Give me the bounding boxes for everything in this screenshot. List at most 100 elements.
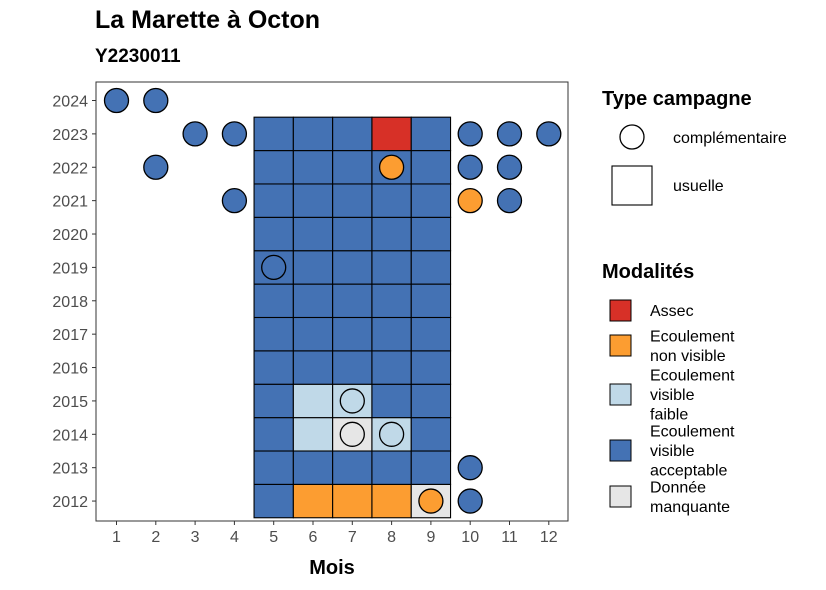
x-tick-label: 8 <box>387 529 396 546</box>
x-tick-label: 2 <box>151 529 160 546</box>
heatmap-cell <box>292 216 334 252</box>
legend-mod-label: non visible <box>650 348 726 365</box>
campaign-point <box>457 488 483 514</box>
legend-type-label: complémentaire <box>673 130 787 147</box>
y-tick-label: 2019 <box>52 260 88 277</box>
y-tick-label: 2012 <box>52 494 88 511</box>
heatmap-cell <box>410 350 452 385</box>
heatmap-cell <box>410 250 452 285</box>
x-tick-label: 9 <box>426 529 435 546</box>
heatmap-cell <box>332 350 373 385</box>
legend-mod-swatch <box>609 485 632 508</box>
heatmap-cell <box>371 216 412 252</box>
heatmap-cell <box>371 450 412 485</box>
x-tick-label: 7 <box>348 529 357 546</box>
campaign-point <box>457 121 483 147</box>
legend-mod-label: visible <box>650 387 695 404</box>
heatmap-cell <box>253 383 294 419</box>
heatmap-cell <box>253 350 294 385</box>
campaign-point <box>496 154 523 180</box>
y-tick-label: 2020 <box>52 227 88 244</box>
heatmap-cell <box>292 483 334 519</box>
heatmap-cell <box>253 116 294 152</box>
campaign-point <box>221 187 248 214</box>
heatmap-cell <box>371 183 412 218</box>
y-tick-label: 2017 <box>52 327 88 344</box>
x-tick-label: 3 <box>191 529 200 546</box>
campaign-point <box>103 87 130 114</box>
x-tick-label: 12 <box>540 529 558 546</box>
heatmap-cell <box>410 450 452 485</box>
y-tick-label: 2013 <box>52 461 88 478</box>
campaign-point <box>536 121 562 147</box>
legend-mod-label: acceptable <box>650 463 727 480</box>
heatmap-cell <box>253 450 294 485</box>
heatmap-cell <box>332 183 373 218</box>
legend-mod-label: visible <box>650 443 695 460</box>
heatmap-cell <box>371 316 412 352</box>
x-tick-label: 6 <box>309 529 318 546</box>
campaign-point <box>182 121 208 147</box>
campaign-point <box>339 421 365 447</box>
heatmap-cell <box>410 316 452 352</box>
x-tick-label: 4 <box>230 529 239 546</box>
heatmap-cell <box>371 283 412 319</box>
heatmap-cell <box>371 116 412 152</box>
heatmap-cell <box>410 116 452 152</box>
legend-mod-label: Ecoulement <box>650 424 735 441</box>
y-tick-label: 2023 <box>52 127 88 144</box>
legend-mod-label: Ecoulement <box>650 368 735 385</box>
heatmap-cell <box>332 250 373 285</box>
heatmap-cell <box>292 183 334 218</box>
heatmap-cell <box>292 116 334 152</box>
heatmap-cell <box>410 150 452 185</box>
campaign-point <box>418 488 444 514</box>
x-tick-label: 1 <box>112 529 121 546</box>
heatmap-cell <box>253 316 294 352</box>
legend-type-title: Type campagne <box>602 88 752 110</box>
y-tick-label: 2016 <box>52 361 88 378</box>
heatmap-cell <box>410 417 452 452</box>
legend-square-symbol <box>611 165 653 206</box>
chart-subtitle: Y2230011 <box>95 46 181 67</box>
campaign-point <box>496 187 523 214</box>
legend-mod-label: Assec <box>650 303 694 320</box>
heatmap-cell <box>292 250 334 285</box>
heatmap-cell <box>332 450 373 485</box>
x-tick-label: 5 <box>269 529 278 546</box>
legend-mod-swatch <box>609 299 632 322</box>
legend-mod-title: Modalités <box>602 261 694 283</box>
heatmap-cell <box>332 116 373 152</box>
heatmap-cell <box>292 450 334 485</box>
campaign-point <box>221 121 248 147</box>
heatmap-cell <box>332 316 373 352</box>
legend-mod-label: manquante <box>650 499 730 516</box>
x-tick-label: 10 <box>461 529 479 546</box>
legend-mod-swatch <box>609 439 632 462</box>
heatmap-cell <box>371 383 412 419</box>
heatmap-cell <box>371 250 412 285</box>
chart-title: La Marette à Octon <box>95 6 321 34</box>
heatmap-cell <box>292 417 334 452</box>
heatmap-cell <box>410 383 452 419</box>
heatmap-cell <box>410 183 452 218</box>
heatmap-cell <box>410 216 452 252</box>
legend-circle-symbol <box>619 124 645 150</box>
legend-mod-label: Donnée <box>650 479 706 496</box>
campaign-point <box>339 388 365 414</box>
heatmap-cell <box>253 150 294 185</box>
campaign-point <box>457 154 483 180</box>
heatmap-cell <box>292 383 334 419</box>
legend-mod-label: faible <box>650 407 688 424</box>
heatmap-cell <box>253 283 294 319</box>
y-tick-label: 2024 <box>52 94 88 111</box>
heatmap-cell <box>292 316 334 352</box>
campaign-point <box>378 154 405 180</box>
heatmap-cell <box>253 183 294 218</box>
heatmap-cell <box>332 216 373 252</box>
heatmap-cell <box>371 483 412 519</box>
heatmap-cell <box>332 283 373 319</box>
heatmap-cell <box>253 417 294 452</box>
campaign-point <box>496 121 523 147</box>
